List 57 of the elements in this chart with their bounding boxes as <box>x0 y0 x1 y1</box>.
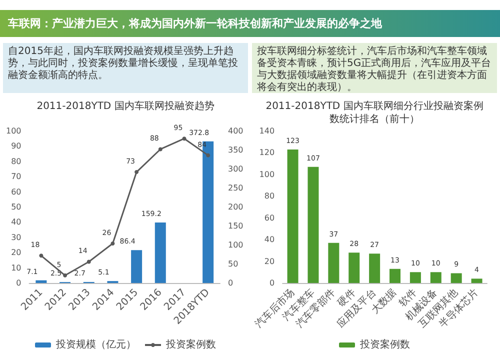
y2-tick-label: 350 <box>228 146 244 154</box>
y2-tick-label: 250 <box>228 184 244 192</box>
y-tick-label: 0 <box>269 278 275 288</box>
y-tick-label: 120 <box>259 148 275 158</box>
y-tick-label: 90 <box>11 142 22 151</box>
bar <box>36 280 47 283</box>
y-tick-label: 140 <box>259 126 275 136</box>
y-tick-label: 30 <box>11 232 22 242</box>
bar <box>131 250 142 283</box>
bar <box>348 252 360 283</box>
point <box>63 273 68 278</box>
y-tick-label: 60 <box>264 213 275 222</box>
bar <box>410 272 421 283</box>
y-tick-label: 40 <box>264 235 275 244</box>
point <box>158 147 162 152</box>
bar <box>154 222 166 283</box>
chart-title: 2011-2018YTD 国内车联网投融资趋势 <box>36 100 214 112</box>
y2-tick-label: 50 <box>228 260 238 268</box>
y-tick-label: 40 <box>11 218 22 227</box>
bar <box>328 242 340 283</box>
chart-subtitle: 按车联网细分标签统计，汽车后市场和汽车整车领域备受资本青睐，预计5G正式商用后，汽车应用及平台与大数据领域融资数量将大幅提升（在引进资本方面将会有突出的表现）。 <box>252 43 497 93</box>
y-tick-label: 0 <box>16 278 22 288</box>
y-tick-label: 20 <box>11 248 22 258</box>
bar <box>308 166 319 283</box>
y-tick-label: 60 <box>11 187 22 196</box>
bar <box>287 149 298 283</box>
point <box>86 260 91 264</box>
y-tick-label: 80 <box>264 192 275 201</box>
bar <box>450 273 462 283</box>
y2-tick-label: 400 <box>228 126 244 136</box>
y2-tick-label: 300 <box>228 164 244 174</box>
y-tick-label: 100 <box>6 126 22 136</box>
point <box>110 241 115 246</box>
point <box>206 153 210 158</box>
y-tick-label: 10 <box>11 263 22 272</box>
y-tick-label: 80 <box>11 156 22 166</box>
point <box>134 170 139 174</box>
y2-tick-label: 0 <box>228 278 234 288</box>
y-tick-label: 50 <box>11 202 22 212</box>
point <box>182 136 186 141</box>
legend-label: 投资案例数 <box>359 338 410 350</box>
bar <box>430 272 442 283</box>
chart-subtitle: 自2015年起，国内车联网投融资规模呈强势上升趋势，与此同时，投资案例数量增长缓慢，呈现单笔投融资金额渐高的特点。 <box>3 43 248 93</box>
bar <box>390 268 401 283</box>
legend-label: 投资案例数 <box>165 338 216 350</box>
y-tick-label: 100 <box>259 170 275 179</box>
bar <box>369 254 380 283</box>
point <box>39 254 44 258</box>
y-tick-label: 70 <box>11 172 22 182</box>
text: 车联网：产业潜力巨大，将成为国内外新一轮科技创新和产业发展的必争之地 <box>8 16 383 31</box>
y2-tick-label: 150 <box>228 222 244 230</box>
y2-tick-label: 100 <box>228 240 244 250</box>
y2-tick-label: 200 <box>228 202 244 212</box>
chart-title: 2011-2018YTD 国内车联网细分行业投融资案例数统计排名（前十） <box>266 100 484 125</box>
y-tick-label: 20 <box>264 256 275 266</box>
bar <box>471 278 482 283</box>
legend-label: 投资规模（亿元） <box>55 338 136 350</box>
